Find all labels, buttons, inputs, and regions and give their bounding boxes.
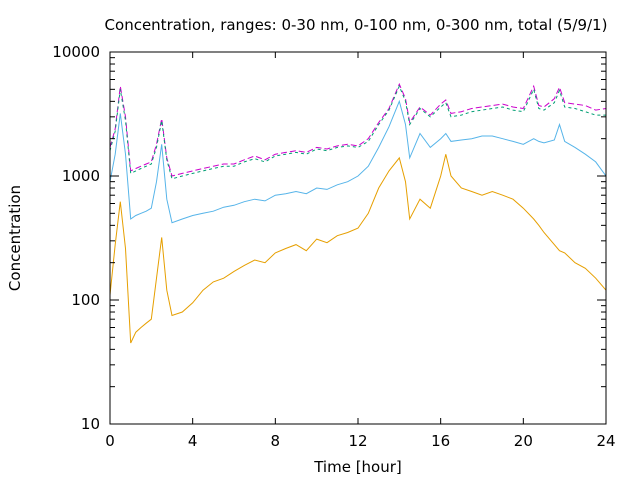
- x-axis-ticks: 0 4 8 12 16 20 24: [105, 52, 616, 450]
- x-tick-label: 12: [348, 432, 367, 450]
- series-line-2: [109, 84, 606, 180]
- y-axis-label: Concentration: [6, 185, 24, 291]
- chart-title: Concentration, ranges: 0-30 nm, 0-100 nm…: [105, 16, 608, 34]
- y-tick-label: 10: [81, 415, 100, 433]
- plot-frame: [109, 51, 607, 425]
- y-axis-ticks: 10 100 1000 10000: [52, 43, 606, 433]
- y-tick-label: 100: [71, 291, 100, 309]
- series-line-4: [109, 154, 607, 344]
- x-tick-label: 20: [514, 432, 533, 450]
- x-tick-label: 0: [105, 432, 115, 450]
- x-axis-label: Time [hour]: [313, 458, 402, 476]
- y-tick-label: 10000: [52, 43, 100, 61]
- x-tick-label: 24: [596, 432, 615, 450]
- series-line-1: [109, 82, 607, 177]
- y-tick-label: 1000: [62, 167, 100, 185]
- x-tick-label: 16: [431, 432, 450, 450]
- x-tick-label: 8: [271, 432, 281, 450]
- series-lines: [109, 82, 607, 344]
- x-tick-label: 4: [188, 432, 198, 450]
- series-line-3: [109, 99, 607, 224]
